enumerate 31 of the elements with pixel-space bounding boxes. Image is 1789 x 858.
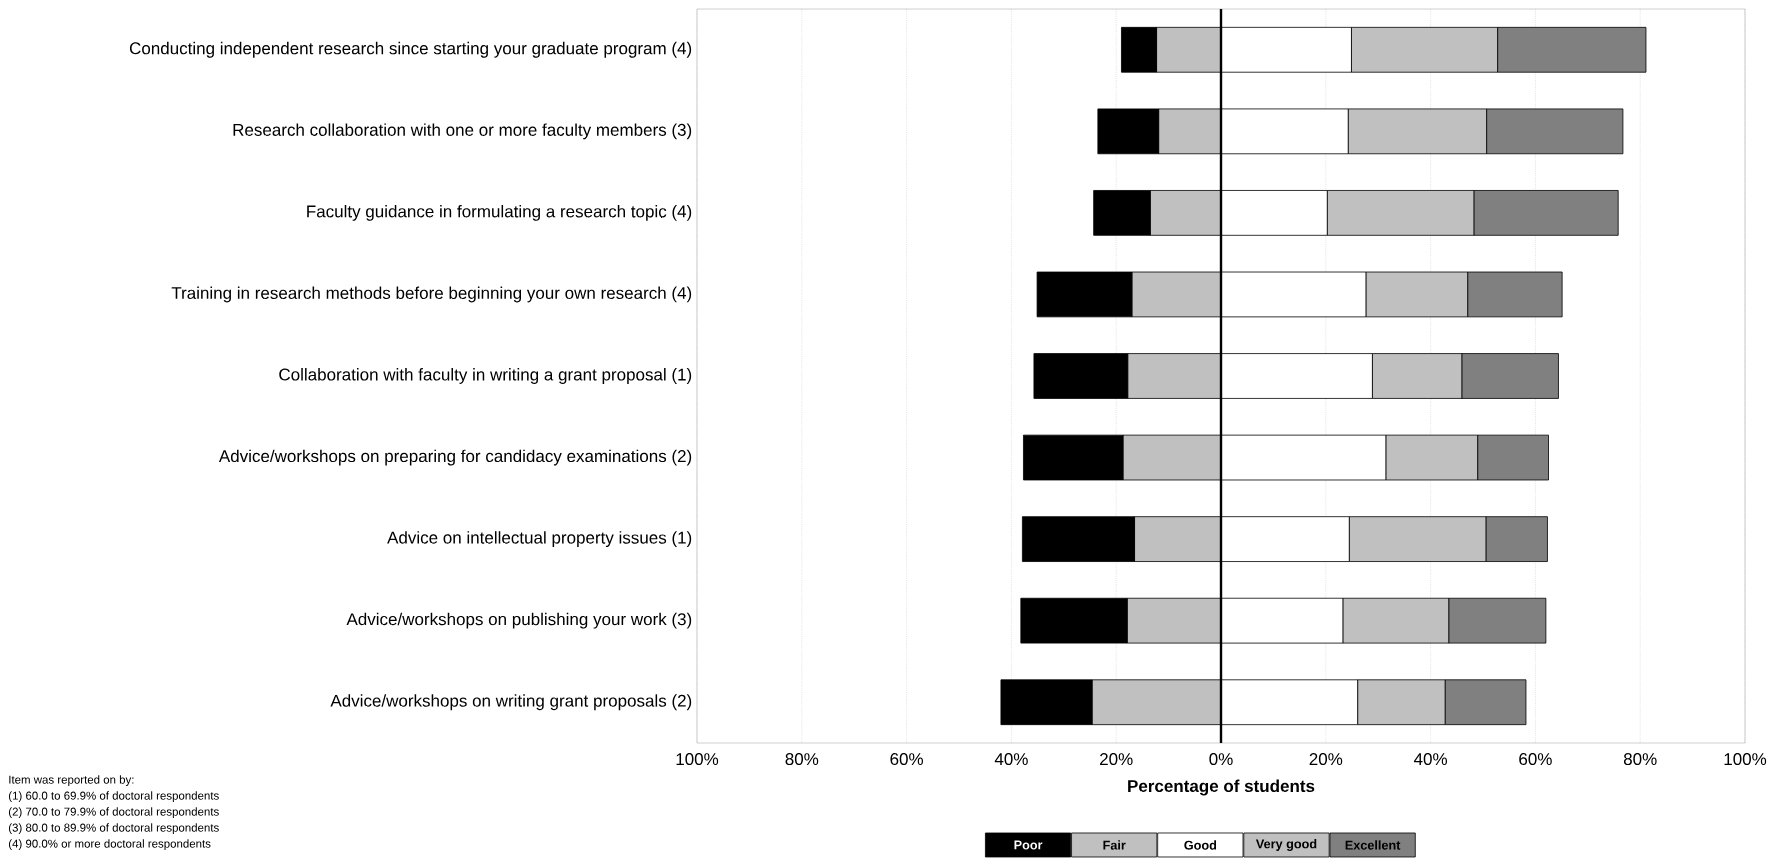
- x-tick-label: 20%: [1309, 753, 1343, 766]
- x-tick-label: 100%: [676, 753, 719, 766]
- y-tick-label: Advice/workshops on writing grant proposals (2): [330, 694, 692, 711]
- y-tick-label: Training in research methods before beginning your own research (4): [171, 286, 692, 303]
- text: (1) 60.0 to 69.9% of doctoral respondents: [8, 791, 219, 802]
- x-tick-label: 80%: [785, 753, 819, 766]
- x-tick-label: 0%: [1209, 753, 1233, 766]
- x-tick-label: 20%: [1100, 753, 1133, 766]
- text: Very good: [1255, 839, 1317, 851]
- text: (3) 80.0 to 89.9% of doctoral respondents: [8, 823, 219, 834]
- text: (2) 70.0 to 79.9% of doctoral respondents: [8, 807, 219, 818]
- y-tick-label: Advice/workshops on publishing your work (3): [346, 612, 692, 629]
- text: Item was reported on by:: [9, 775, 134, 786]
- text: Good: [1184, 840, 1217, 850]
- text: Excellent: [1345, 840, 1401, 850]
- x-tick-label: 60%: [1519, 753, 1552, 766]
- text: (4) 90.0% or more doctoral respondents: [8, 839, 211, 850]
- text: Fair: [1103, 840, 1126, 850]
- y-tick-label: Advice/workshops on preparing for candidacy examinations (2): [218, 449, 692, 466]
- y-tick-label: Faculty guidance in formulating a research topic (4): [307, 204, 692, 221]
- x-tick-label: 100%: [1724, 753, 1767, 766]
- y-tick-label: Research collaboration with one or more faculty members (3): [233, 123, 692, 140]
- text: Poor: [1014, 840, 1043, 850]
- y-tick-label: Advice on intellectual property issues (1): [387, 531, 692, 548]
- y-tick-label: Collaboration with faculty in writing a grant proposal (1): [279, 368, 692, 384]
- x-tick-label: 40%: [1413, 753, 1448, 766]
- x-tick-label: 40%: [994, 753, 1028, 766]
- x-tick-label: 60%: [890, 753, 924, 766]
- x-tick-label: 80%: [1623, 753, 1657, 766]
- y-tick-label: Conducting independent research since starting your graduate program (4): [129, 41, 692, 58]
- x-axis-title: Percentage of students: [1128, 779, 1315, 796]
